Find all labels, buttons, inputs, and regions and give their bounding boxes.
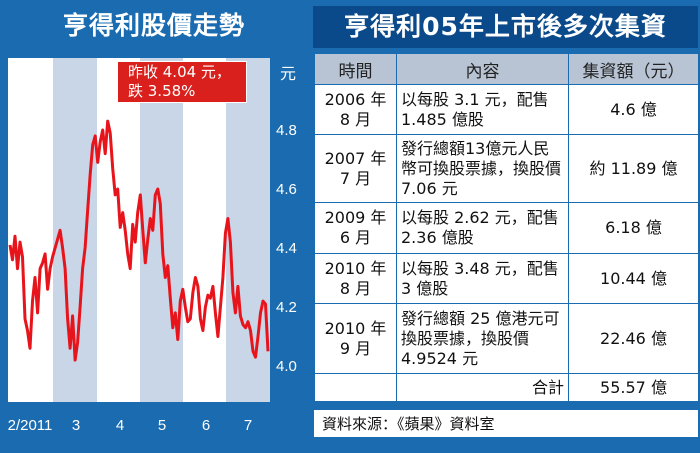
month-stripe	[226, 58, 270, 402]
y-tick-label: 4.6	[276, 181, 297, 198]
row-content: 以每股 3.1 元，配售 1.485 億股	[396, 84, 569, 135]
last-close-callout: 昨收 4.04 元， 跌 3.58%	[117, 61, 247, 103]
y-unit-label: 元	[280, 64, 296, 83]
stock-line-chart: 4.8 4.6 4.4 4.2 4.0 元 2/2011 3 4 5 6 7	[8, 58, 297, 434]
row-content: 以每股 3.48 元，配售 3 億股	[396, 253, 569, 304]
total-amount: 55.57 億	[568, 373, 699, 402]
x-tick-label: 3	[72, 417, 80, 434]
total-label: 合計	[396, 373, 569, 402]
month-stripes	[8, 58, 270, 402]
row-content: 發行總額13億元人民幣可換股票據，換股價 7.06 元	[396, 134, 569, 203]
row-month: 6 月	[339, 228, 372, 247]
row-amount: 約 11.89 億	[568, 134, 699, 203]
month-stripe	[8, 58, 53, 402]
total-row: 合計 55.57 億	[314, 373, 699, 402]
row-amount: 22.46 億	[568, 303, 699, 374]
total-spacer	[314, 373, 397, 402]
row-year: 2010 年	[324, 258, 387, 278]
y-tick-label: 4.8	[276, 122, 297, 139]
x-axis-ticks: 2/2011 3 4 5 6 7	[8, 417, 253, 434]
header-content: 內容	[396, 53, 569, 85]
x-tick-label: 6	[202, 417, 210, 434]
y-tick-label: 4.2	[276, 299, 297, 316]
x-tick-label: 4	[116, 417, 124, 434]
row-year: 2010 年	[324, 318, 387, 338]
row-content: 發行總額 25 億港元可換股票據，換股價 4.9524 元	[396, 303, 569, 374]
x-tick-label: 5	[158, 417, 166, 434]
header-amount: 集資額（元）	[568, 53, 699, 85]
row-year: 2009 年	[324, 208, 387, 227]
table-header-row: 時間 內容 集資額（元）	[314, 53, 699, 85]
stock-chart-panel: 4.8 4.6 4.4 4.2 4.0 元 2/2011 3 4 5 6 7 亨得利股價走勢 昨收…	[0, 0, 308, 453]
y-axis-ticks: 4.8 4.6 4.4 4.2 4.0	[276, 122, 297, 375]
price-series-line	[8, 119, 270, 362]
y-tick-label: 4.4	[276, 240, 297, 257]
header-date: 時間	[314, 53, 397, 85]
source-note: 資料來源：《蘋果》資料室	[314, 409, 698, 437]
x-tick-label: 7	[244, 417, 252, 434]
row-month: 8 月	[339, 109, 372, 129]
row-amount: 6.18 億	[568, 202, 699, 254]
callout-line-1: 昨收 4.04 元，	[128, 63, 231, 81]
row-content: 以每股 2.62 元，配售 2.36 億股	[396, 202, 569, 254]
callout-line-2: 跌 3.58%	[128, 82, 196, 100]
row-month: 8 月	[339, 278, 372, 298]
y-tick-label: 4.0	[276, 358, 297, 375]
month-stripe	[183, 58, 226, 402]
chart-title: 亨得利股價走勢	[62, 11, 245, 40]
row-amount: 10.44 億	[568, 253, 699, 304]
row-year: 2006 年	[324, 89, 387, 109]
x-tick-label: 2/2011	[8, 417, 53, 434]
row-year: 2007 年	[324, 148, 387, 168]
row-month: 9 月	[339, 338, 372, 358]
table-title: 亨得利05年上市後多次集資	[313, 6, 698, 48]
row-month: 7 月	[339, 168, 372, 188]
row-amount: 4.6 億	[568, 84, 699, 135]
